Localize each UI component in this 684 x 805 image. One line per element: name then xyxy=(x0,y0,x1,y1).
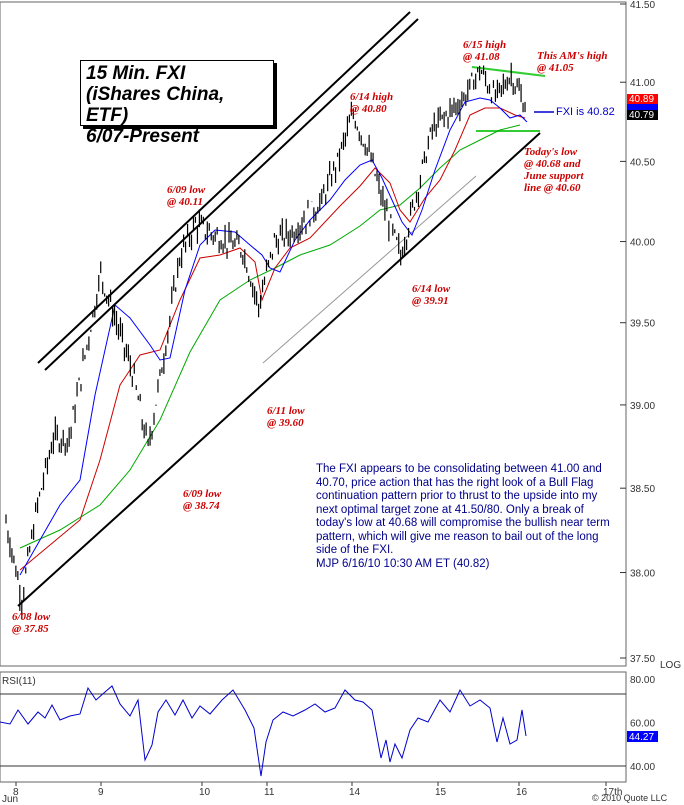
x-tick-label: 10 xyxy=(199,787,211,798)
chart-title-box: 15 Min. FXI (iShares China, ETF) 6/07-Pr… xyxy=(80,60,274,147)
ma-slow-line xyxy=(19,124,521,549)
scale-label: LOG xyxy=(660,660,681,671)
rsi-current-box xyxy=(627,731,658,742)
ann-low-0614: 6/14 low @ 39.91 xyxy=(412,283,451,307)
ann-low-0609a: 6/09 low @ 38.74 xyxy=(183,488,222,512)
x-tick-label: 14 xyxy=(349,787,361,798)
ann-fxi-is: FXI is 40.82 xyxy=(556,106,615,118)
ann-low-0611: 6/11 low @ 39.60 xyxy=(267,405,305,429)
ann-high-0614: 6/14 high @ 40.80 xyxy=(350,91,394,115)
price-tick-label: 39.00 xyxy=(630,401,655,412)
price-tick-label: 37.50 xyxy=(630,654,655,665)
ann-am-high: This AM's high @ 41.05 xyxy=(537,50,608,74)
support-line xyxy=(17,132,541,607)
price-tick-label: 38.50 xyxy=(630,484,655,495)
title-line-3: 6/07-Present xyxy=(86,126,200,147)
price-tick-label: 40.00 xyxy=(630,238,655,249)
commentary-signature: MJP 6/16/10 10:30 AM ET (40.82) xyxy=(316,557,490,570)
rsi-tick-label: 80.00 xyxy=(630,675,655,686)
price-box-red-label: 40.89 xyxy=(629,94,654,105)
price-tick-label: 41.00 xyxy=(630,78,655,89)
support-thin-line xyxy=(262,175,477,364)
commentary-body: The FXI appears to be consolidating betw… xyxy=(316,463,610,556)
title-line-2: (iShares China, ETF) xyxy=(86,84,225,126)
x-tick-label: 16 xyxy=(516,787,528,798)
price-tick-label: 41.50 xyxy=(630,0,655,11)
ma-mid-line xyxy=(19,107,526,571)
price-box-black xyxy=(627,110,658,120)
price-tick-label: 39.50 xyxy=(630,319,655,330)
price-tick-label: 40.50 xyxy=(630,157,655,168)
rsi-tick-label: 40.00 xyxy=(630,762,655,773)
ann-today-low: Today's low @ 40.68 and June support line @… xyxy=(524,146,584,194)
price-tick-label: 38.00 xyxy=(630,569,655,580)
channel-upper-line-a xyxy=(37,11,411,364)
price-box-black-label: 40.79 xyxy=(629,110,654,121)
x-tick-label: 11 xyxy=(264,787,275,798)
flag-top-line xyxy=(471,66,546,77)
x-tick-label: 15 xyxy=(435,787,447,798)
rsi-title: RSI(11) xyxy=(2,676,36,687)
x-tick-label: 17th xyxy=(603,787,622,798)
x-tick-label: 9 xyxy=(98,787,104,798)
title-line-1: 15 Min. FXI xyxy=(86,63,186,84)
price-box-red xyxy=(627,94,658,104)
credit-label: © 2010 Quote LLC xyxy=(592,793,668,803)
rsi-panel-frame xyxy=(0,671,627,783)
main-panel-frame xyxy=(0,1,627,667)
commentary-text: The FXI appears to be consolidating betw… xyxy=(316,463,621,571)
channel-upper-line-b xyxy=(44,18,419,371)
ann-high-0615: 6/15 high @ 41.08 xyxy=(463,39,507,63)
x-tick-label: 8 xyxy=(13,787,19,798)
rsi-tick-label: 60.00 xyxy=(630,719,655,730)
price-box-blue xyxy=(627,104,658,114)
rsi-current-label: 44.27 xyxy=(629,732,654,743)
rsi-line xyxy=(0,685,527,777)
month-label: Jun xyxy=(2,794,18,805)
ann-low-0609b: 6/09 low @ 40.11 xyxy=(167,184,206,208)
ann-low-0608: 6/08 low @ 37.85 xyxy=(12,611,51,635)
